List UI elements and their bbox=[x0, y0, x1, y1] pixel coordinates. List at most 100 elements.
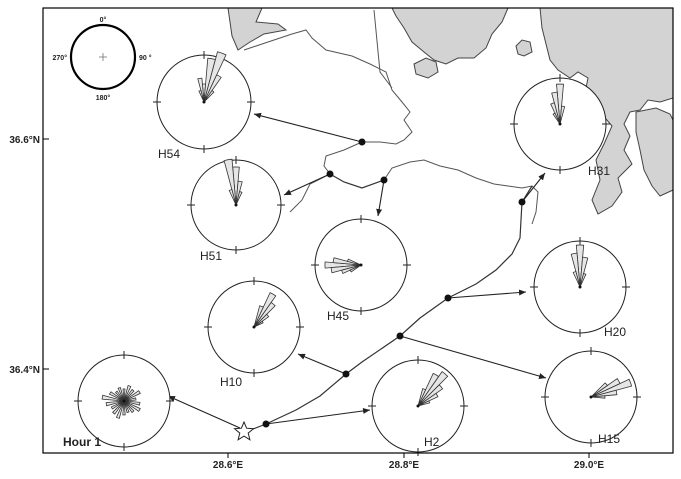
rose-center bbox=[234, 203, 238, 207]
rose-petal bbox=[417, 372, 440, 407]
rose-petal bbox=[559, 105, 566, 125]
rose-petal bbox=[198, 89, 205, 103]
rose-petal bbox=[349, 264, 362, 273]
coastline-upper bbox=[243, 29, 413, 145]
axis-labels: 36.6°N 36.4°N 28.6°E 28.8°E 29.0°E bbox=[9, 135, 604, 471]
rose-petal bbox=[123, 400, 141, 406]
rose-petal bbox=[572, 271, 581, 288]
waypoint bbox=[342, 370, 350, 378]
arrow-h51 bbox=[283, 173, 331, 196]
rose-petal bbox=[347, 258, 362, 266]
release-star-icon bbox=[233, 420, 255, 441]
rose-h10 bbox=[204, 277, 304, 377]
rose-petal bbox=[123, 385, 132, 402]
drift-track-upper bbox=[329, 173, 385, 189]
lon-tick-label: 29.0°E bbox=[574, 460, 604, 471]
rose-petal bbox=[253, 292, 277, 328]
land-island bbox=[413, 57, 439, 79]
rose-petal bbox=[235, 191, 243, 206]
rose-h15 bbox=[541, 347, 641, 447]
lon-tick-label: 28.8°E bbox=[389, 460, 419, 471]
rose-petal bbox=[228, 189, 237, 206]
rose-petal bbox=[117, 387, 125, 402]
drift-track bbox=[247, 185, 533, 432]
lat-tick-label: 36.6°N bbox=[9, 135, 40, 146]
rose-petal bbox=[417, 388, 427, 407]
land-top-left bbox=[227, 7, 288, 51]
rose-petal bbox=[115, 400, 125, 419]
station-label-h2: H2 bbox=[424, 435, 440, 449]
compass-key: 0° 90 ° 180° 270° bbox=[53, 16, 152, 102]
land-east-coast bbox=[539, 7, 674, 215]
rose-petal bbox=[253, 320, 264, 328]
rose-petal bbox=[417, 371, 449, 407]
station-label-h31: H31 bbox=[588, 164, 610, 178]
waypoint bbox=[396, 332, 404, 340]
station-label-h15: H15 bbox=[598, 432, 620, 446]
rose-h51 bbox=[187, 156, 285, 254]
waypoint bbox=[518, 198, 526, 206]
station-label-h54: H54 bbox=[158, 147, 180, 161]
rose-petal bbox=[122, 400, 126, 416]
coastlines bbox=[243, 9, 539, 225]
rose-h45 bbox=[311, 215, 411, 315]
coastline-west bbox=[289, 141, 363, 213]
arrow-h31 bbox=[521, 172, 546, 203]
rose-petal bbox=[105, 400, 125, 407]
lat-tick-label: 36.4°N bbox=[9, 365, 40, 376]
rose-petal bbox=[123, 400, 135, 414]
rose-center bbox=[558, 122, 562, 126]
rose-petal bbox=[590, 389, 618, 398]
rose-petal bbox=[253, 305, 264, 328]
land-islet bbox=[515, 39, 533, 57]
rose-center bbox=[416, 404, 420, 408]
rose-petal bbox=[101, 394, 125, 402]
rose-petal bbox=[110, 400, 125, 410]
arrow-h20 bbox=[447, 289, 527, 299]
rose-petal bbox=[590, 395, 606, 399]
lon-tick-label: 28.6°E bbox=[213, 460, 243, 471]
rose-petal bbox=[253, 313, 270, 328]
rose-petal bbox=[552, 112, 561, 125]
compass-key-east: 90 ° bbox=[139, 54, 152, 62]
rose-petal bbox=[114, 390, 125, 402]
waypoint bbox=[444, 294, 452, 302]
arrow-h2 bbox=[265, 407, 371, 425]
rose-hour1 bbox=[74, 351, 174, 451]
hour-label: Hour 1 bbox=[63, 435, 101, 449]
rose-petal bbox=[112, 400, 125, 415]
waypoint bbox=[326, 170, 334, 178]
rose-center bbox=[252, 325, 256, 329]
rose-petal bbox=[324, 261, 362, 269]
rose-petal bbox=[579, 273, 587, 288]
arrow-h10 bbox=[297, 353, 347, 375]
connector-arrows bbox=[167, 112, 547, 429]
rose-center bbox=[589, 395, 593, 399]
boundary-line bbox=[373, 9, 393, 89]
rose-h54 bbox=[153, 51, 255, 153]
rose-h31 bbox=[510, 74, 610, 174]
waypoint bbox=[262, 420, 270, 428]
rose-h20 bbox=[530, 237, 630, 337]
station-label-h20: H20 bbox=[604, 325, 626, 339]
rose-petal bbox=[123, 390, 141, 402]
rose-h2 bbox=[368, 356, 468, 456]
rose-petal bbox=[575, 244, 585, 288]
waypoint bbox=[380, 176, 388, 184]
station-label-h45: H45 bbox=[327, 309, 349, 323]
station-labels: H54 H51 H45 H10 H31 H20 H15 H2 bbox=[158, 147, 626, 449]
compass-key-west: 270° bbox=[53, 54, 68, 62]
rose-petal bbox=[123, 400, 141, 412]
coastline-mid bbox=[383, 159, 539, 225]
rose-center bbox=[202, 100, 206, 104]
rose-petal bbox=[590, 382, 608, 398]
land-masses bbox=[227, 7, 674, 215]
waypoint bbox=[358, 138, 366, 146]
map-frame bbox=[42, 7, 674, 454]
rose-petal bbox=[123, 400, 130, 414]
rose-petal bbox=[108, 391, 125, 402]
rose-petal bbox=[203, 89, 215, 103]
arrow-h54 bbox=[253, 112, 363, 143]
land-east-bay bbox=[635, 107, 674, 197]
